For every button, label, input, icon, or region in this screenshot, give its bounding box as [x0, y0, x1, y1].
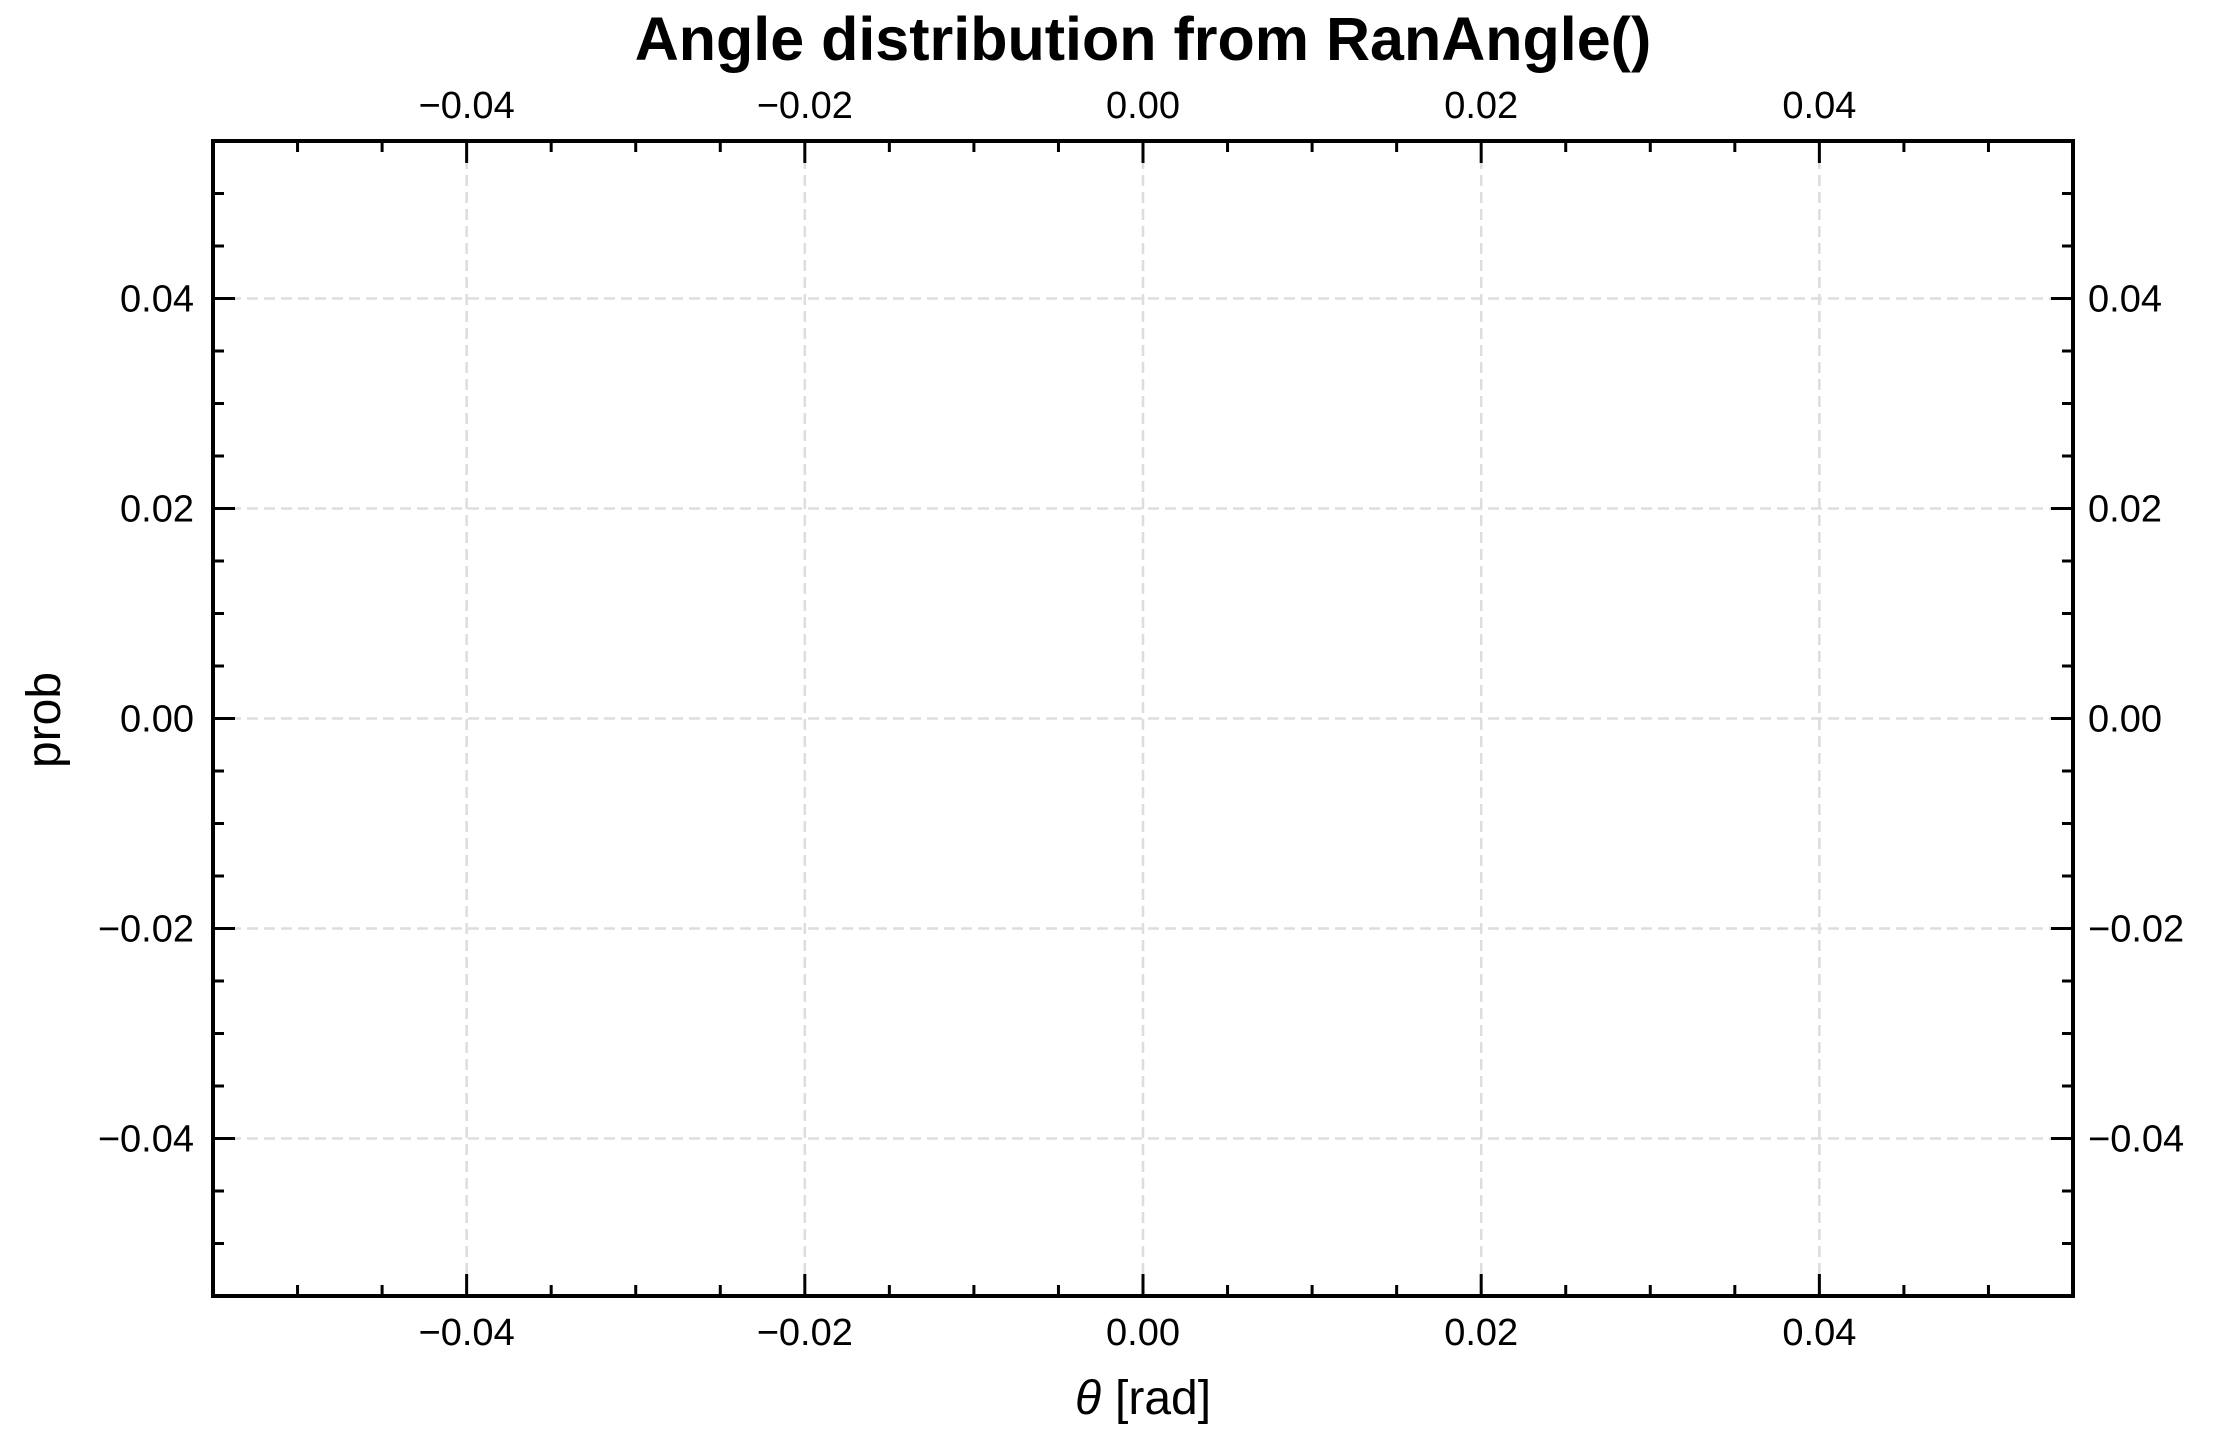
x-tick-label-top: 0.04 — [1782, 85, 1856, 127]
tick-labels: −0.04 −0.04 −0.02 −0.02 0.00 0.00 0.02 0.02 0.04… — [98, 85, 2184, 1354]
y-tick-label: −0.04 — [98, 1119, 194, 1161]
x-tick-label-top: 0.02 — [1444, 85, 1518, 127]
x-tick-label: −0.04 — [419, 1312, 515, 1354]
x-tick-label-top: −0.04 — [419, 85, 515, 127]
y-tick-label: 0.04 — [120, 279, 194, 321]
y-tick-label: 0.02 — [120, 489, 194, 531]
y-tick-label-right: 0.00 — [2088, 699, 2162, 741]
x-tick-label: 0.00 — [1106, 1312, 1180, 1354]
grid-lines — [213, 141, 2073, 1296]
x-tick-label: 0.02 — [1444, 1312, 1518, 1354]
y-tick-label-right: −0.04 — [2088, 1119, 2184, 1161]
y-tick-label-right: −0.02 — [2088, 909, 2184, 951]
x-tick-label-top: −0.02 — [757, 85, 853, 127]
plot-frame — [211, 139, 2075, 1298]
x-tick-label: 0.04 — [1782, 1312, 1856, 1354]
x-axis-label-unit: [rad] — [1115, 1372, 1211, 1425]
y-tick-label: 0.00 — [120, 699, 194, 741]
y-axis-label: prob — [18, 672, 71, 768]
x-axis-label: θ [rad] — [1075, 1372, 1211, 1425]
y-tick-label-right: 0.02 — [2088, 489, 2162, 531]
chart-title: Angle distribution from RanAngle() — [635, 5, 1652, 73]
y-tick-label: −0.02 — [98, 909, 194, 951]
x-tick-label: −0.02 — [757, 1312, 853, 1354]
x-tick-label-top: 0.00 — [1106, 85, 1180, 127]
x-axis-label-symbol: θ — [1075, 1372, 1101, 1425]
y-tick-label-right: 0.04 — [2088, 279, 2162, 321]
